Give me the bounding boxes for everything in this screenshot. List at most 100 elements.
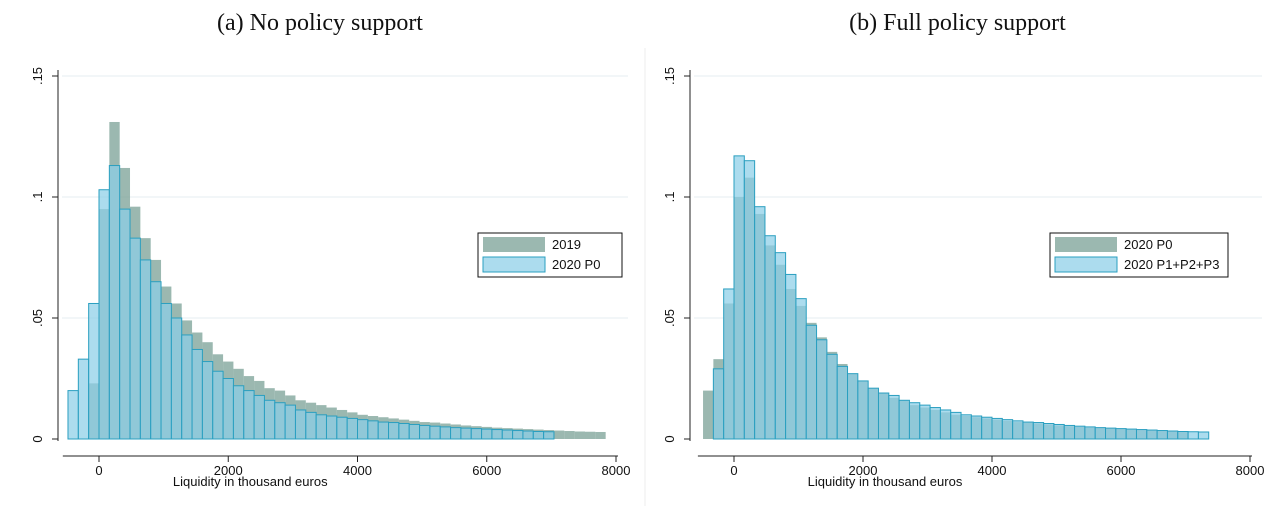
histogram-bar [450,427,462,440]
x-tick-label: 8000 [1236,463,1265,478]
histogram-bar [898,399,910,440]
histogram-bar [460,427,472,440]
histogram-bar [774,252,787,440]
histogram-bar [826,353,838,440]
histogram-bar [1177,430,1189,440]
x-tick-label: 4000 [343,463,372,478]
y-tick-label: .05 [662,309,677,327]
histogram-bar [1053,423,1065,440]
histogram-bar [491,429,503,440]
y-tick-label: 0 [662,435,677,442]
histogram-bar [950,411,962,440]
histogram-bar [1001,419,1014,440]
histogram-bar [429,425,441,440]
histogram-bar [981,416,993,440]
histogram-bar [408,423,421,440]
histogram-bar [703,390,714,439]
y-tick-label: .15 [30,67,45,85]
histogram-bar [470,428,483,440]
chart-panel-a: 0 .05 .1 .15 0 2000 4000 6000 8000 Liquidity in t… [30,67,630,489]
histogram-bar [712,368,725,440]
histogram-bar [564,431,575,439]
histogram-bar [1063,424,1076,440]
histogram-bar [1043,423,1055,440]
panel-b-title: (b) Full policy support [849,10,1066,36]
chart-panel-b: 0 .05 .1 .15 0 2000 4000 6000 8000 Liquidity in t… [662,67,1264,489]
histogram-bar [733,155,745,440]
histogram-bar [805,324,818,440]
histogram-bar [325,415,338,440]
x-tick-label: 2000 [214,463,243,478]
y-tick-label: .05 [30,309,45,327]
histogram-bar [305,411,317,440]
histogram-bar [181,334,193,440]
histogram-bar [263,399,276,440]
histogram-bar [1105,427,1117,440]
histogram-bar [212,370,224,440]
histogram-bar [232,385,245,440]
legend: 2020 P0 2020 P1+P2+P3 [1049,232,1229,278]
histogram-bar [388,422,400,440]
y-tick-label: .1 [662,192,677,203]
histogram-bar [501,429,514,440]
histogram-bar [377,421,390,440]
histogram-bar [960,414,972,440]
histogram-bar [222,378,234,440]
histogram-bar [170,317,183,440]
histogram-bar [398,423,410,440]
histogram-bar [88,302,100,440]
histogram-bar [284,404,296,440]
histogram-bar [785,273,797,440]
series-2020-p0 [67,165,555,440]
legend-label: 2020 P0 [552,257,600,272]
histogram-bar [939,409,952,440]
histogram-bar [357,419,369,440]
x-tick-label: 2000 [849,463,878,478]
histogram-bar [98,189,110,440]
histogram-bar [1022,421,1034,440]
x-tick-label: 0 [730,463,737,478]
histogram-bar [253,394,265,440]
histogram-bar [574,431,585,439]
legend-swatch [483,237,545,252]
histogram-bar [543,431,555,440]
histogram-bar [367,420,379,440]
histogram-bar [346,417,359,440]
histogram-bar [243,390,255,440]
histogram-bar [584,431,596,439]
histogram-bar [150,281,162,440]
legend-label: 2020 P1+P2+P3 [1124,257,1219,272]
histogram-bar [1146,429,1158,440]
legend-swatch [482,256,546,273]
histogram-bar [754,206,766,440]
histogram-bar [274,402,286,440]
histogram-bar [1156,430,1168,440]
histogram-bar [1187,431,1199,440]
histogram-bar [1032,422,1045,440]
histogram-bar [908,402,921,440]
histogram-bar [315,414,327,440]
histogram-bar [1012,420,1024,440]
histogram-bar [522,430,534,440]
histogram-bar [108,165,121,440]
x-axis-title: Liquidity in thousand euros [808,474,963,489]
histogram-bar [888,394,900,440]
x-axis-title: Liquidity in thousand euros [173,474,328,489]
histogram-bar [1125,428,1137,440]
legend-swatch [1055,237,1117,252]
x-tick-label: 8000 [602,463,631,478]
x-tick-label: 6000 [472,463,501,478]
histogram-bar [336,416,348,440]
histogram-bar [67,390,79,440]
histogram-bar [743,160,756,440]
x-tick-label: 4000 [978,463,1007,478]
histogram-bar [553,430,565,439]
histogram-bar [764,235,776,440]
legend-label: 2020 P0 [1124,237,1172,252]
panel-a-title: (a) No policy support [217,10,423,36]
y-tick-label: .15 [662,67,677,85]
histogram-bar [795,298,807,440]
histogram-bar [119,208,131,440]
histogram-bar [991,417,1003,440]
